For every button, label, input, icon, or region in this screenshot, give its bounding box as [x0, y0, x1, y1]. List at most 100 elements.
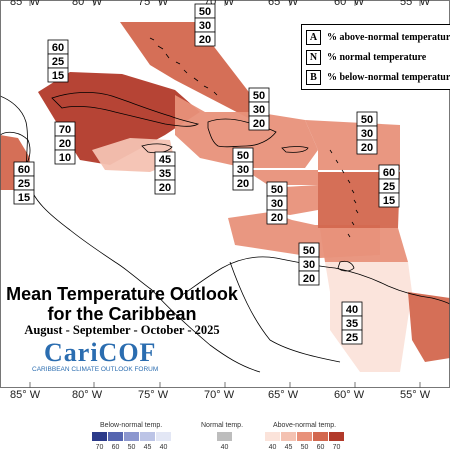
scale-tick-label: 45: [285, 444, 293, 450]
scale-swatch: [313, 432, 328, 441]
zone-suriname: [408, 292, 450, 362]
zone-cuba: [38, 72, 200, 165]
prob-box-puerto-rico: 50 30 20: [266, 181, 288, 225]
bahamas-islands: [149, 37, 218, 96]
scale-tick-label: 40: [269, 444, 277, 450]
scale-tick-label: 70: [96, 444, 104, 450]
legend-key: A: [306, 29, 321, 45]
scale-swatch: [108, 432, 123, 441]
legend-row-below: B % below-normal temperature: [306, 69, 450, 85]
legend-key: B: [306, 69, 321, 85]
coastlines: [0, 37, 450, 373]
zone-hispaniola: [175, 95, 318, 168]
scale-below-label: Below-normal temp.: [100, 422, 163, 429]
prob-value-normal: 30: [199, 20, 211, 32]
prob-value-above: 60: [18, 164, 30, 176]
scale-tick-label: 50: [128, 444, 136, 450]
lon-label: 65° W: [268, 389, 299, 401]
hispaniola-coast: [207, 118, 277, 148]
prob-value-above: 50: [237, 150, 249, 162]
scale-swatch: [297, 432, 312, 441]
lon-label: 80° W: [72, 0, 103, 8]
prob-value-normal: 30: [253, 104, 265, 116]
cuba-coast: [51, 92, 199, 127]
trinidad-coast: [337, 260, 355, 272]
prob-value-above: 50: [271, 184, 283, 196]
prob-cell-below: [266, 209, 288, 225]
scale-swatch: [124, 432, 139, 441]
zone-southern-windwards: [320, 228, 408, 262]
prob-value-below: 10: [59, 152, 71, 164]
lon-labels-bottom: 85° W 80° W 75° W 70° W 65° W 60° W 55° …: [10, 389, 431, 401]
prob-value-below: 20: [253, 118, 265, 130]
prob-value-below: 20: [361, 142, 373, 154]
lon-label: 70° W: [204, 389, 235, 401]
prob-value-above: 70: [59, 124, 71, 136]
scale-above-label: Above-normal temp.: [273, 422, 337, 429]
scale-tick-label: 70: [333, 444, 341, 450]
prob-value-normal: 30: [271, 198, 283, 210]
prob-value-above: 50: [253, 90, 265, 102]
prob-value-below: 15: [383, 195, 395, 207]
legend: A % above-normal temperature N % normal …: [301, 24, 450, 90]
prob-value-above: 45: [159, 154, 171, 166]
prob-value-normal: 25: [383, 181, 395, 193]
prob-box-bahamas: 50 30 20: [194, 3, 216, 47]
scale-swatch: [156, 432, 171, 441]
zone-jamaica: [92, 138, 175, 172]
prob-value-below: 15: [18, 192, 30, 204]
lon-ticks: [29, 0, 421, 388]
prob-cell-below: [154, 179, 176, 195]
prob-box-hispaniola: 50 30 20: [232, 147, 254, 191]
prob-box-eastern-caribbean: 60 25 15: [378, 164, 400, 208]
lon-label: 85° W: [10, 0, 41, 8]
legend-key: N: [306, 49, 321, 65]
prob-value-above: 50: [361, 114, 373, 126]
prob-value-normal: 35: [346, 318, 358, 330]
prob-cell-below: [248, 115, 270, 131]
prob-value-normal: 30: [361, 128, 373, 140]
prob-value-below: 15: [52, 70, 64, 82]
prob-box-guianas: 40 35 25: [341, 301, 363, 345]
prob-cell-below: [13, 189, 35, 205]
prob-cell-below: [47, 67, 69, 83]
lon-label: 60° W: [334, 0, 365, 8]
scale-swatch: [140, 432, 155, 441]
lesser-antilles: [329, 149, 359, 238]
probability-boxes: 60 25 15 70 20 10 60 25 15 50 30 20 50 30 20 45 35 2…: [13, 3, 400, 345]
prob-cell-below: [341, 329, 363, 345]
prob-value-normal: 25: [18, 178, 30, 190]
prob-value-normal: 35: [159, 168, 171, 180]
prob-box-northern-leewards: 50 30 20: [356, 111, 378, 155]
puerto-rico-coast: [281, 146, 309, 153]
colombia-interior: [151, 289, 261, 373]
lon-label: 60° W: [334, 389, 365, 401]
scale-swatch: [329, 432, 344, 441]
central-america-coast: [0, 95, 153, 291]
lon-label: 70° W: [204, 0, 235, 8]
scale-tick-label: 40: [221, 444, 229, 450]
prob-cell-below: [298, 270, 320, 286]
scale-normal-label: Normal temp.: [201, 422, 244, 429]
prob-value-below: 20: [271, 212, 283, 224]
scale-tick-label: 40: [160, 444, 168, 450]
prob-box-yucatan: 60 25 15: [13, 161, 35, 205]
prob-value-below: 20: [159, 182, 171, 194]
prob-value-above: 50: [199, 6, 211, 18]
lon-label: 75° W: [138, 389, 169, 401]
scale-tick-label: 60: [112, 444, 120, 450]
scale-swatch: [265, 432, 280, 441]
prob-cell-below: [194, 31, 216, 47]
prob-value-normal: 30: [303, 259, 315, 271]
prob-value-above: 40: [346, 304, 358, 316]
prob-value-normal: 20: [59, 138, 71, 150]
prob-box-abc: 50 30 20: [298, 242, 320, 286]
scale-swatch: [217, 432, 232, 441]
prob-value-normal: 25: [52, 56, 64, 68]
lon-label: 80° W: [72, 389, 103, 401]
outlook-zones: [0, 22, 450, 372]
legend-row-above: A % above-normal temperature: [306, 29, 450, 45]
prob-value-above: 60: [383, 167, 395, 179]
zone-guianas: [325, 262, 412, 372]
